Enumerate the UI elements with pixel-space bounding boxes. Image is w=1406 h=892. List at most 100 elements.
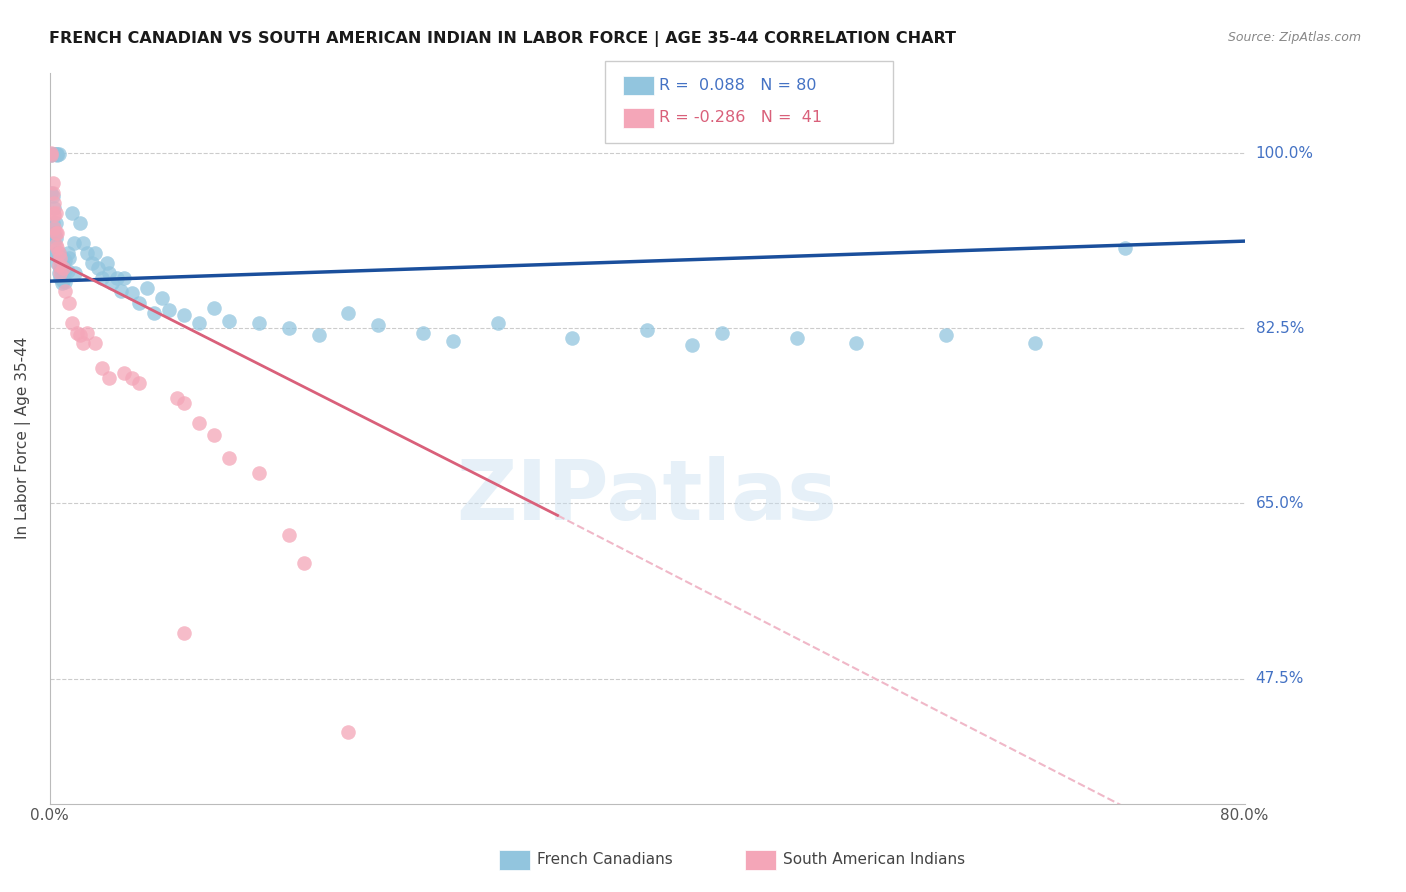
Point xyxy=(202,301,225,315)
Point xyxy=(52,261,75,276)
Point xyxy=(45,246,67,260)
Point xyxy=(110,284,132,298)
Point xyxy=(42,206,65,220)
Point xyxy=(173,396,195,410)
Point xyxy=(44,196,66,211)
Point xyxy=(188,316,211,330)
Point xyxy=(218,314,240,328)
Point xyxy=(52,261,75,276)
Point xyxy=(188,417,211,431)
Point xyxy=(42,176,65,190)
Point xyxy=(308,328,330,343)
Point xyxy=(121,371,143,385)
Point xyxy=(247,467,270,481)
Point xyxy=(135,281,157,295)
Point xyxy=(52,274,75,288)
Point xyxy=(76,326,98,341)
Point xyxy=(48,246,70,260)
Point xyxy=(42,189,65,203)
Point xyxy=(80,256,103,270)
Point xyxy=(62,236,84,251)
Point xyxy=(44,236,66,251)
Point xyxy=(39,186,62,200)
Point xyxy=(710,326,733,341)
Text: 82.5%: 82.5% xyxy=(1256,321,1303,335)
Point xyxy=(91,361,114,376)
Point xyxy=(48,251,70,265)
Point xyxy=(202,428,225,442)
Point xyxy=(91,271,114,285)
Point xyxy=(337,306,360,320)
Point xyxy=(46,256,69,270)
Point xyxy=(150,291,173,305)
Point xyxy=(101,276,124,290)
Text: French Canadians: French Canadians xyxy=(537,853,673,867)
Point xyxy=(46,241,69,255)
Point xyxy=(42,147,65,161)
Point xyxy=(786,331,808,345)
Point xyxy=(46,148,69,162)
Point xyxy=(128,296,150,310)
Point xyxy=(173,626,195,640)
Y-axis label: In Labor Force | Age 35-44: In Labor Force | Age 35-44 xyxy=(15,337,31,540)
Point xyxy=(63,266,86,280)
Point xyxy=(58,251,80,265)
Point xyxy=(53,275,76,289)
Point xyxy=(44,201,66,215)
Text: R = -0.286   N =  41: R = -0.286 N = 41 xyxy=(659,111,823,125)
Text: Source: ZipAtlas.com: Source: ZipAtlas.com xyxy=(1227,31,1361,45)
Point xyxy=(49,271,72,285)
Point xyxy=(56,264,79,278)
Point xyxy=(48,258,70,272)
Point xyxy=(45,238,67,252)
Point xyxy=(845,336,868,351)
Text: 100.0%: 100.0% xyxy=(1256,145,1313,161)
Point xyxy=(112,271,135,285)
Point xyxy=(44,208,66,222)
Point xyxy=(44,226,66,240)
Point xyxy=(56,246,79,260)
Point xyxy=(46,226,69,240)
Point xyxy=(98,371,121,385)
Point xyxy=(45,226,67,240)
Point xyxy=(1114,241,1136,255)
Point xyxy=(121,286,143,301)
Point xyxy=(42,186,65,200)
Point xyxy=(39,148,62,162)
Point xyxy=(367,318,389,333)
Point xyxy=(76,246,98,260)
Point xyxy=(441,334,464,349)
Text: R =  0.088   N = 80: R = 0.088 N = 80 xyxy=(659,78,817,93)
Point xyxy=(60,316,83,330)
Point xyxy=(277,528,299,542)
Text: FRENCH CANADIAN VS SOUTH AMERICAN INDIAN IN LABOR FORCE | AGE 35-44 CORRELATION : FRENCH CANADIAN VS SOUTH AMERICAN INDIAN… xyxy=(49,31,956,47)
Text: 65.0%: 65.0% xyxy=(1256,496,1305,511)
Point xyxy=(58,296,80,310)
Point xyxy=(128,376,150,391)
Point xyxy=(83,246,105,260)
Point xyxy=(72,236,94,251)
Point xyxy=(105,271,128,285)
Point xyxy=(53,253,76,268)
Point xyxy=(66,326,89,341)
Point xyxy=(53,264,76,278)
Point xyxy=(277,321,299,335)
Point xyxy=(51,266,73,280)
Point xyxy=(48,246,70,260)
Point xyxy=(72,336,94,351)
Point xyxy=(681,338,703,352)
Point xyxy=(39,148,62,162)
Point xyxy=(173,308,195,322)
Point xyxy=(49,261,72,276)
Point xyxy=(337,724,360,739)
Point xyxy=(49,251,72,265)
Point xyxy=(48,266,70,280)
Point xyxy=(39,147,62,161)
Text: 47.5%: 47.5% xyxy=(1256,671,1303,686)
Point xyxy=(69,328,91,343)
Point xyxy=(112,366,135,380)
Point xyxy=(60,206,83,220)
Point xyxy=(412,326,434,341)
Point xyxy=(166,391,188,405)
Point xyxy=(69,216,91,230)
